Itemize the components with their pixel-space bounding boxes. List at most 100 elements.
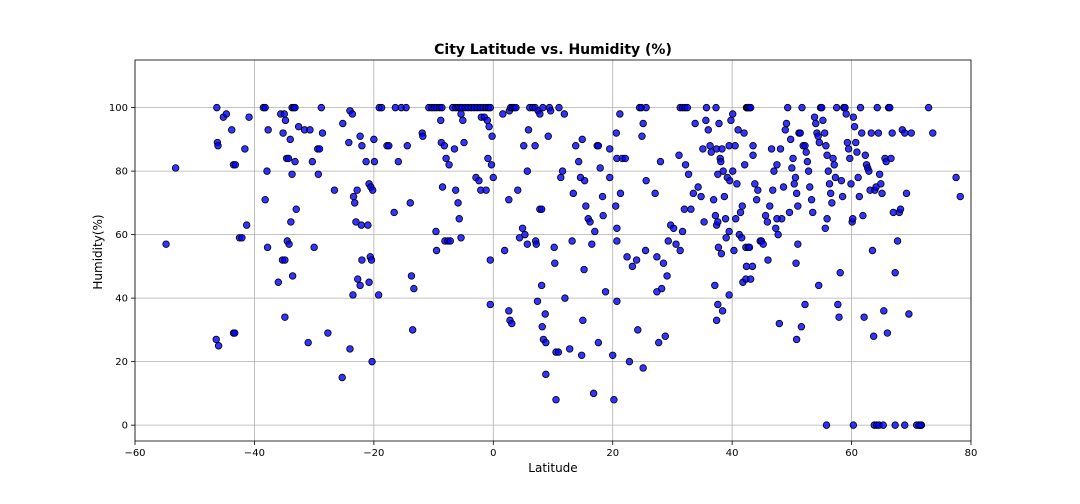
data-point (819, 116, 827, 125)
data-point (656, 157, 665, 166)
data-point (568, 237, 576, 245)
data-point (544, 132, 552, 140)
data-point (292, 205, 300, 213)
data-point (826, 189, 835, 198)
data-point (280, 110, 288, 118)
data-point (288, 272, 297, 280)
data-point (306, 126, 314, 134)
data-point (613, 224, 621, 232)
data-point (721, 215, 730, 223)
data-point (804, 167, 813, 175)
data-point (539, 103, 547, 112)
data-point (651, 189, 659, 198)
data-point (538, 323, 546, 331)
data-point (669, 224, 678, 232)
data-point (261, 103, 269, 112)
data-point (241, 145, 249, 153)
data-point (661, 332, 669, 340)
data-point (746, 103, 755, 112)
data-point (612, 129, 620, 137)
data-point (841, 103, 849, 112)
data-point (720, 192, 729, 201)
data-point (791, 173, 800, 182)
data-point (905, 310, 913, 318)
data-point (659, 259, 668, 267)
data-point (317, 103, 326, 112)
x-axis-ticks: −60 −40 −20 0 20 40 60 80 (124, 441, 977, 459)
data-point (222, 110, 231, 118)
y-axis-label: Humidity(%) (91, 214, 105, 289)
data-point (867, 129, 875, 137)
data-point (345, 138, 353, 147)
data-point (822, 421, 831, 429)
data-point (520, 142, 528, 150)
data-point (749, 142, 757, 150)
y-tick-label: 0 (122, 421, 128, 432)
data-point (613, 297, 621, 305)
data-point (291, 157, 299, 166)
data-point (367, 256, 376, 264)
data-point (578, 135, 586, 144)
data-point (609, 351, 617, 359)
data-point (815, 138, 824, 147)
data-point (810, 113, 819, 121)
data-point (589, 389, 598, 398)
data-point (482, 186, 490, 194)
data-point (285, 240, 293, 248)
data-point (859, 211, 867, 220)
data-point (566, 345, 574, 353)
data-point (489, 173, 497, 182)
data-point (858, 129, 866, 137)
data-point (483, 116, 492, 125)
data-point (821, 224, 829, 232)
data-point (546, 107, 555, 115)
data-point (291, 103, 299, 112)
data-point (524, 126, 533, 134)
data-point (759, 240, 767, 248)
data-point (440, 142, 449, 150)
data-point (873, 103, 881, 112)
data-point (591, 227, 599, 236)
data-point (822, 142, 830, 150)
data-point (407, 272, 416, 280)
data-point (888, 129, 896, 137)
data-point (709, 195, 718, 204)
data-point (767, 145, 776, 153)
data-point (792, 259, 800, 267)
data-point (792, 335, 801, 344)
data-point (623, 253, 631, 261)
data-point (824, 167, 832, 175)
data-point (712, 316, 721, 325)
data-point (484, 154, 492, 163)
x-tick-label: −60 (124, 448, 145, 459)
data-point (725, 291, 733, 299)
data-point (385, 142, 393, 150)
data-point (402, 103, 410, 112)
data-point (558, 167, 567, 175)
data-point (714, 218, 722, 226)
data-point (775, 319, 784, 328)
data-point (308, 157, 317, 166)
data-point (776, 145, 785, 153)
data-point (408, 326, 417, 334)
data-point (523, 240, 532, 248)
data-point (831, 173, 840, 182)
data-point (432, 246, 441, 255)
data-point (231, 329, 239, 337)
data-point (715, 119, 723, 128)
y-tick-label: 20 (115, 357, 128, 368)
data-point (338, 373, 346, 382)
data-point (680, 205, 689, 213)
data-point (952, 173, 960, 182)
data-points (162, 103, 964, 429)
data-point (681, 161, 690, 169)
data-point (773, 161, 781, 169)
data-point (531, 142, 539, 150)
data-point (802, 148, 810, 156)
data-point (687, 205, 695, 213)
data-point (599, 211, 607, 220)
data-point (281, 256, 289, 264)
data-point (836, 269, 844, 277)
data-point (717, 249, 726, 258)
data-point (783, 103, 792, 112)
